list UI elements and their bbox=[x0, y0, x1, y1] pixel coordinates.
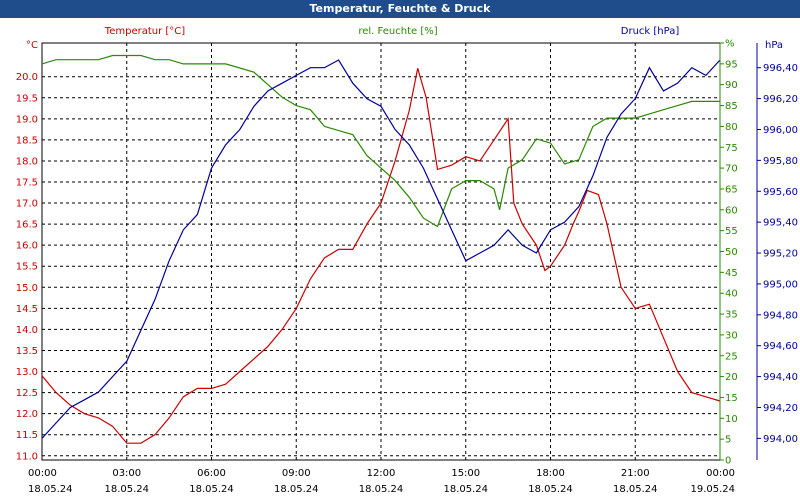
humidity-tick-label: 75 bbox=[725, 143, 738, 154]
series-layer bbox=[41, 54, 721, 444]
humidity-tick-label: 65 bbox=[725, 184, 738, 195]
temperature-tick-label: 20.0 bbox=[16, 72, 38, 83]
x-tick-time: 00:00 bbox=[28, 468, 57, 479]
x-tick-time: 09:00 bbox=[282, 468, 311, 479]
pressure-tick-label: 995,20 bbox=[763, 249, 798, 260]
humidity-tick-label: 0 bbox=[725, 456, 731, 467]
temperature-tick-label: 18.0 bbox=[16, 156, 38, 167]
chart-title: Temperatur, Feuchte & Druck bbox=[0, 0, 800, 18]
pressure-tick-label: 995,40 bbox=[763, 218, 798, 229]
temperature-tick-label: 11.5 bbox=[16, 430, 38, 441]
x-tick-time: 18:00 bbox=[536, 468, 565, 479]
humidity-tick-label: 15 bbox=[725, 393, 738, 404]
temperature-tick-label: 11.0 bbox=[16, 451, 38, 462]
pressure-tick-label: 994,20 bbox=[763, 403, 798, 414]
series-line-temperature bbox=[41, 68, 721, 444]
pressure-tick-label: 995,60 bbox=[763, 187, 798, 198]
x-tick-date: 18.05.24 bbox=[613, 484, 658, 495]
grid-layer bbox=[41, 42, 721, 461]
x-tick-time: 21:00 bbox=[621, 468, 650, 479]
x-tick-date: 18.05.24 bbox=[443, 484, 488, 495]
temperature-tick-label: 19.5 bbox=[16, 93, 38, 104]
series-line-pressure bbox=[41, 59, 721, 439]
x-tick-time: 06:00 bbox=[197, 468, 226, 479]
axis-layer: 11.0 11.5 12.0 12.5 13.0 13.5 14.0 14.5 15.0 15.5… bbox=[16, 39, 798, 496]
pressure-axis-label: Druck [hPa] bbox=[621, 26, 680, 37]
humidity-tick-label: 90 bbox=[725, 80, 738, 91]
x-tick-date: 18.05.24 bbox=[28, 484, 73, 495]
humidity-tick-label: 80 bbox=[725, 122, 738, 133]
x-tick-time: 03:00 bbox=[112, 468, 141, 479]
pressure-tick-label: 994,60 bbox=[763, 341, 798, 352]
humidity-tick-label: 55 bbox=[725, 226, 738, 237]
pressure-tick-label: 996,40 bbox=[763, 63, 798, 74]
x-tick-date: 18.05.24 bbox=[528, 484, 573, 495]
temperature-tick-label: 13.0 bbox=[16, 367, 38, 378]
pressure-tick-label: 996,20 bbox=[763, 94, 798, 105]
temperature-tick-label: 18.5 bbox=[16, 135, 38, 146]
humidity-tick-label: 40 bbox=[725, 289, 738, 300]
x-tick-date: 18.05.24 bbox=[359, 484, 404, 495]
pressure-tick-label: 995,00 bbox=[763, 279, 798, 290]
temperature-tick-label: 14.0 bbox=[16, 325, 38, 336]
humidity-tick-label: 10 bbox=[725, 414, 738, 425]
temperature-axis-label: Temperatur [°C] bbox=[104, 26, 185, 37]
humidity-tick-label: 25 bbox=[725, 351, 738, 362]
humidity-tick-label: 60 bbox=[725, 205, 738, 216]
humidity-tick-label: 70 bbox=[725, 164, 738, 175]
temperature-tick-label: 16.5 bbox=[16, 220, 38, 231]
humidity-tick-label: % bbox=[725, 39, 735, 50]
x-tick-date: 19.05.24 bbox=[690, 484, 735, 495]
temperature-tick-label: 13.5 bbox=[16, 346, 38, 357]
pressure-tick-label: 995,80 bbox=[763, 156, 798, 167]
temperature-unit: °C bbox=[26, 40, 38, 51]
humidity-tick-label: 5 bbox=[725, 435, 731, 446]
temperature-tick-label: 19.0 bbox=[16, 114, 38, 125]
x-tick-time: 12:00 bbox=[367, 468, 396, 479]
x-tick-date: 18.05.24 bbox=[104, 484, 149, 495]
pressure-unit: hPa bbox=[765, 40, 783, 51]
humidity-tick-label: 30 bbox=[725, 330, 738, 341]
humidity-tick-label: 20 bbox=[725, 372, 738, 383]
temperature-tick-label: 14.5 bbox=[16, 304, 38, 315]
temperature-tick-label: 12.0 bbox=[16, 409, 38, 420]
x-tick-time: 00:00 bbox=[706, 468, 735, 479]
x-tick-date: 18.05.24 bbox=[189, 484, 234, 495]
humidity-tick-label: 45 bbox=[725, 268, 738, 279]
pressure-tick-label: 996,00 bbox=[763, 125, 798, 136]
pressure-tick-label: 994,80 bbox=[763, 310, 798, 321]
temperature-tick-label: 17.0 bbox=[16, 199, 38, 210]
temperature-tick-label: 12.5 bbox=[16, 388, 38, 399]
temperature-tick-label: 16.0 bbox=[16, 241, 38, 252]
humidity-tick-label: 50 bbox=[725, 247, 738, 258]
temperature-tick-label: 15.5 bbox=[16, 262, 38, 273]
series-line-humidity bbox=[41, 54, 720, 228]
humidity-tick-label: 85 bbox=[725, 101, 738, 112]
pressure-tick-label: 994,40 bbox=[763, 372, 798, 383]
humidity-axis-label: rel. Feuchte [%] bbox=[358, 26, 437, 37]
humidity-tick-label: 95 bbox=[725, 59, 738, 70]
pressure-tick-label: 994,00 bbox=[763, 434, 798, 445]
humidity-tick-label: 35 bbox=[725, 310, 738, 321]
x-tick-date: 18.05.24 bbox=[274, 484, 319, 495]
temperature-tick-label: 17.5 bbox=[16, 178, 38, 189]
x-tick-time: 15:00 bbox=[451, 468, 480, 479]
temperature-tick-label: 15.0 bbox=[16, 283, 38, 294]
